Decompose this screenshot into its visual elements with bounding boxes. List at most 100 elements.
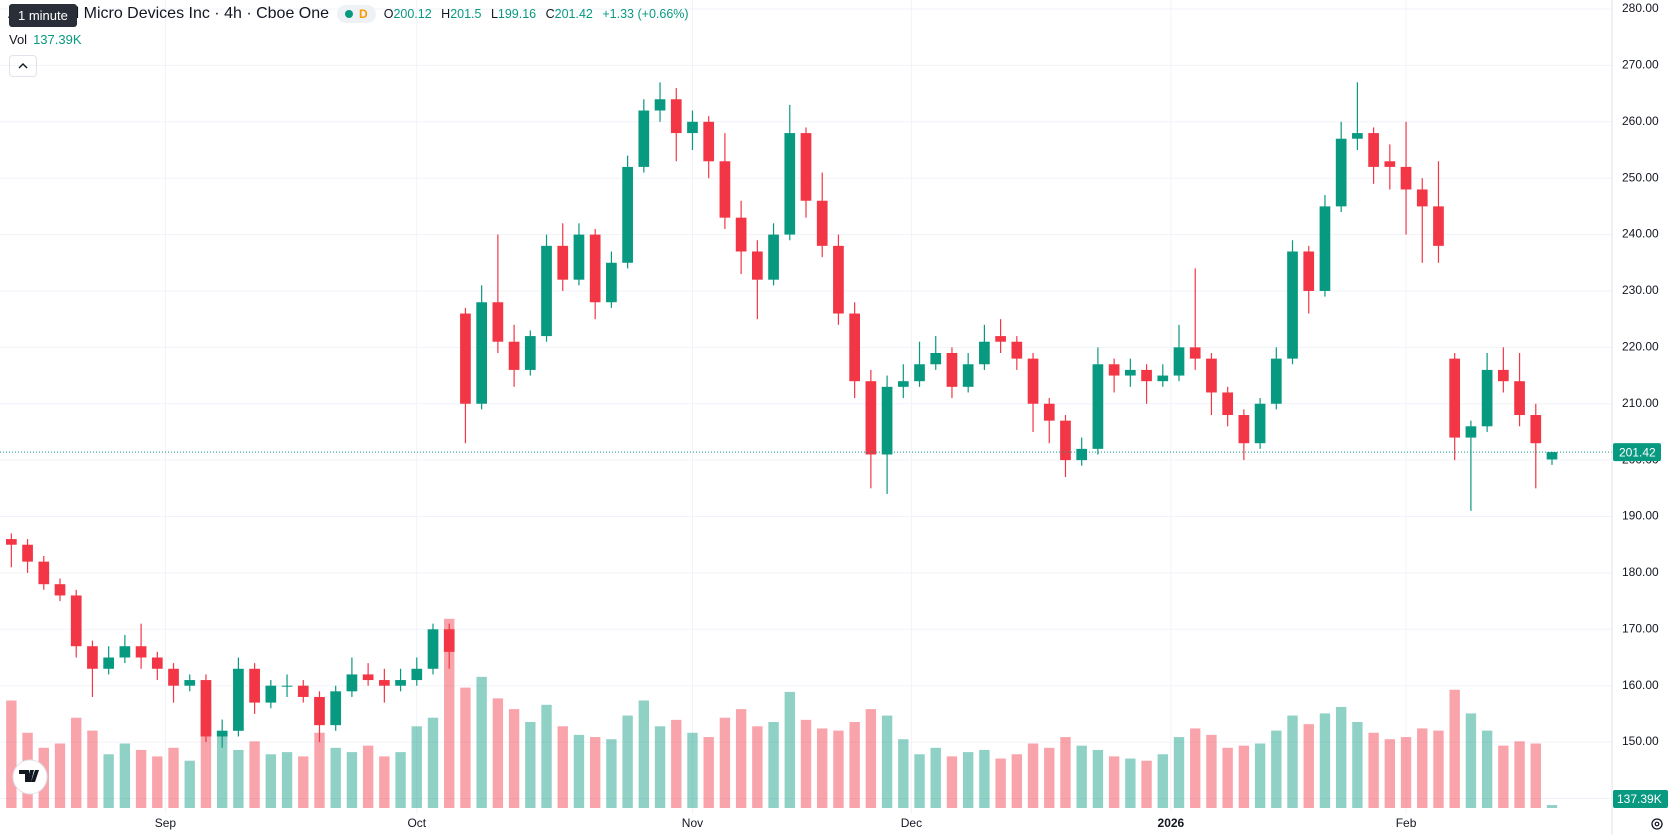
volume-bar <box>703 737 714 808</box>
candle-body <box>233 668 244 731</box>
status-badge[interactable]: D <box>337 5 376 23</box>
candle-body <box>751 251 763 280</box>
volume-bar <box>1271 730 1282 808</box>
volume-bar <box>184 760 195 808</box>
axis-layer: 140.00150.00160.00170.00180.00190.00200.… <box>155 0 1668 835</box>
candle-body <box>1060 420 1071 461</box>
y-tick-label: 260.00 <box>1622 114 1659 128</box>
x-tick-label: Dec <box>901 816 922 830</box>
ohlc-label: L <box>490 7 498 21</box>
volume-bar <box>119 743 131 808</box>
candle-body <box>508 341 520 370</box>
candle-body <box>460 313 471 404</box>
volume-bar <box>962 752 974 808</box>
change-label: +1.33 (+0.66%) <box>602 7 689 21</box>
volume-bar <box>768 722 779 808</box>
volume-value: 137.39K <box>33 32 82 47</box>
volume-bar <box>216 730 228 808</box>
volume-bar <box>346 752 358 808</box>
volume-bar <box>1254 743 1266 808</box>
volume-bar <box>654 726 666 808</box>
volume-bar <box>525 722 536 808</box>
candle-body <box>881 386 893 455</box>
candle-body <box>606 262 617 303</box>
tradingview-logo <box>12 759 48 795</box>
settings-icon[interactable] <box>1651 818 1663 830</box>
candle-body <box>541 245 552 337</box>
candle-body <box>557 245 569 280</box>
volume-bar <box>1287 715 1298 808</box>
candle-body <box>1335 138 1347 207</box>
y-tick-label: 210.00 <box>1622 396 1659 410</box>
candle-body <box>1319 206 1331 291</box>
volume-bar <box>1400 737 1412 808</box>
x-tick-label: Oct <box>407 816 426 830</box>
volume-bar <box>200 702 212 808</box>
volume-bar <box>833 730 844 808</box>
volume-bar <box>1206 734 1217 808</box>
volume-bar <box>1368 732 1379 808</box>
volume-bar <box>1498 745 1509 808</box>
volume-bar <box>622 715 633 808</box>
candle-body <box>346 674 358 692</box>
volume-bar <box>1384 739 1396 808</box>
volume-bar <box>589 737 601 808</box>
symbol-title[interactable]: Advanced Micro Devices Inc · 4h · Cboe O… <box>8 5 330 22</box>
volume-bar <box>362 745 374 808</box>
candle-body <box>216 730 228 737</box>
y-tick-label: 220.00 <box>1622 340 1659 354</box>
ohlc-label: H <box>441 7 451 21</box>
volume-bar <box>573 734 585 808</box>
volume-bar <box>314 732 325 808</box>
volume-bar <box>735 709 747 808</box>
candle-body <box>1206 358 1217 393</box>
candle-body <box>184 680 196 686</box>
candle-body <box>930 352 942 365</box>
volume-bar <box>168 747 179 808</box>
volume-bar <box>1125 758 1136 808</box>
volume-bar <box>411 726 422 808</box>
volume-price-box <box>1613 790 1668 808</box>
volume-bar <box>460 687 471 808</box>
candle-body <box>1222 392 1234 416</box>
volume-bar <box>6 700 17 808</box>
candle-body <box>151 657 163 669</box>
volume-bar <box>1222 747 1233 808</box>
volume-bar <box>1352 722 1363 808</box>
volume-bar <box>865 709 877 808</box>
y-tick-label: 270.00 <box>1622 58 1659 72</box>
candle-body <box>638 110 650 167</box>
candle-body <box>784 133 796 235</box>
volume-bar <box>995 758 1006 808</box>
volume-bar <box>1481 730 1493 808</box>
volume-bar <box>1173 737 1185 808</box>
candle-body <box>1497 369 1509 382</box>
candle-body <box>362 674 374 681</box>
collapse-button[interactable] <box>9 55 37 77</box>
volume-bar <box>152 756 163 808</box>
volume-bar <box>1238 745 1250 808</box>
ohlc-values: O200.12 H201.5 L199.16 C201.42 +1.33 (+0… <box>384 7 695 21</box>
ohlc-value: 200.12 <box>393 7 432 21</box>
candle-body <box>1173 347 1185 376</box>
candle-body <box>1384 161 1396 167</box>
candle-body <box>38 561 50 585</box>
last-price-label: 201.42 <box>1619 445 1656 459</box>
candle-body <box>1481 369 1493 427</box>
volume-bar <box>444 618 455 808</box>
volume-bar <box>1319 713 1331 808</box>
candle-body <box>1124 369 1136 376</box>
x-tick-label: Nov <box>682 816 703 830</box>
y-tick-label: 250.00 <box>1622 170 1659 184</box>
candle-body <box>833 245 844 314</box>
volume-bar <box>1335 706 1347 808</box>
y-tick-label: 160.00 <box>1622 678 1659 692</box>
volume-layer <box>6 618 1558 808</box>
volume-legend: Vol 137.39K <box>9 32 82 47</box>
volume-bar <box>898 739 909 808</box>
volume-bar <box>671 719 682 808</box>
candle-body <box>314 696 325 726</box>
volume-bar <box>719 717 731 808</box>
candle-body <box>297 685 309 697</box>
